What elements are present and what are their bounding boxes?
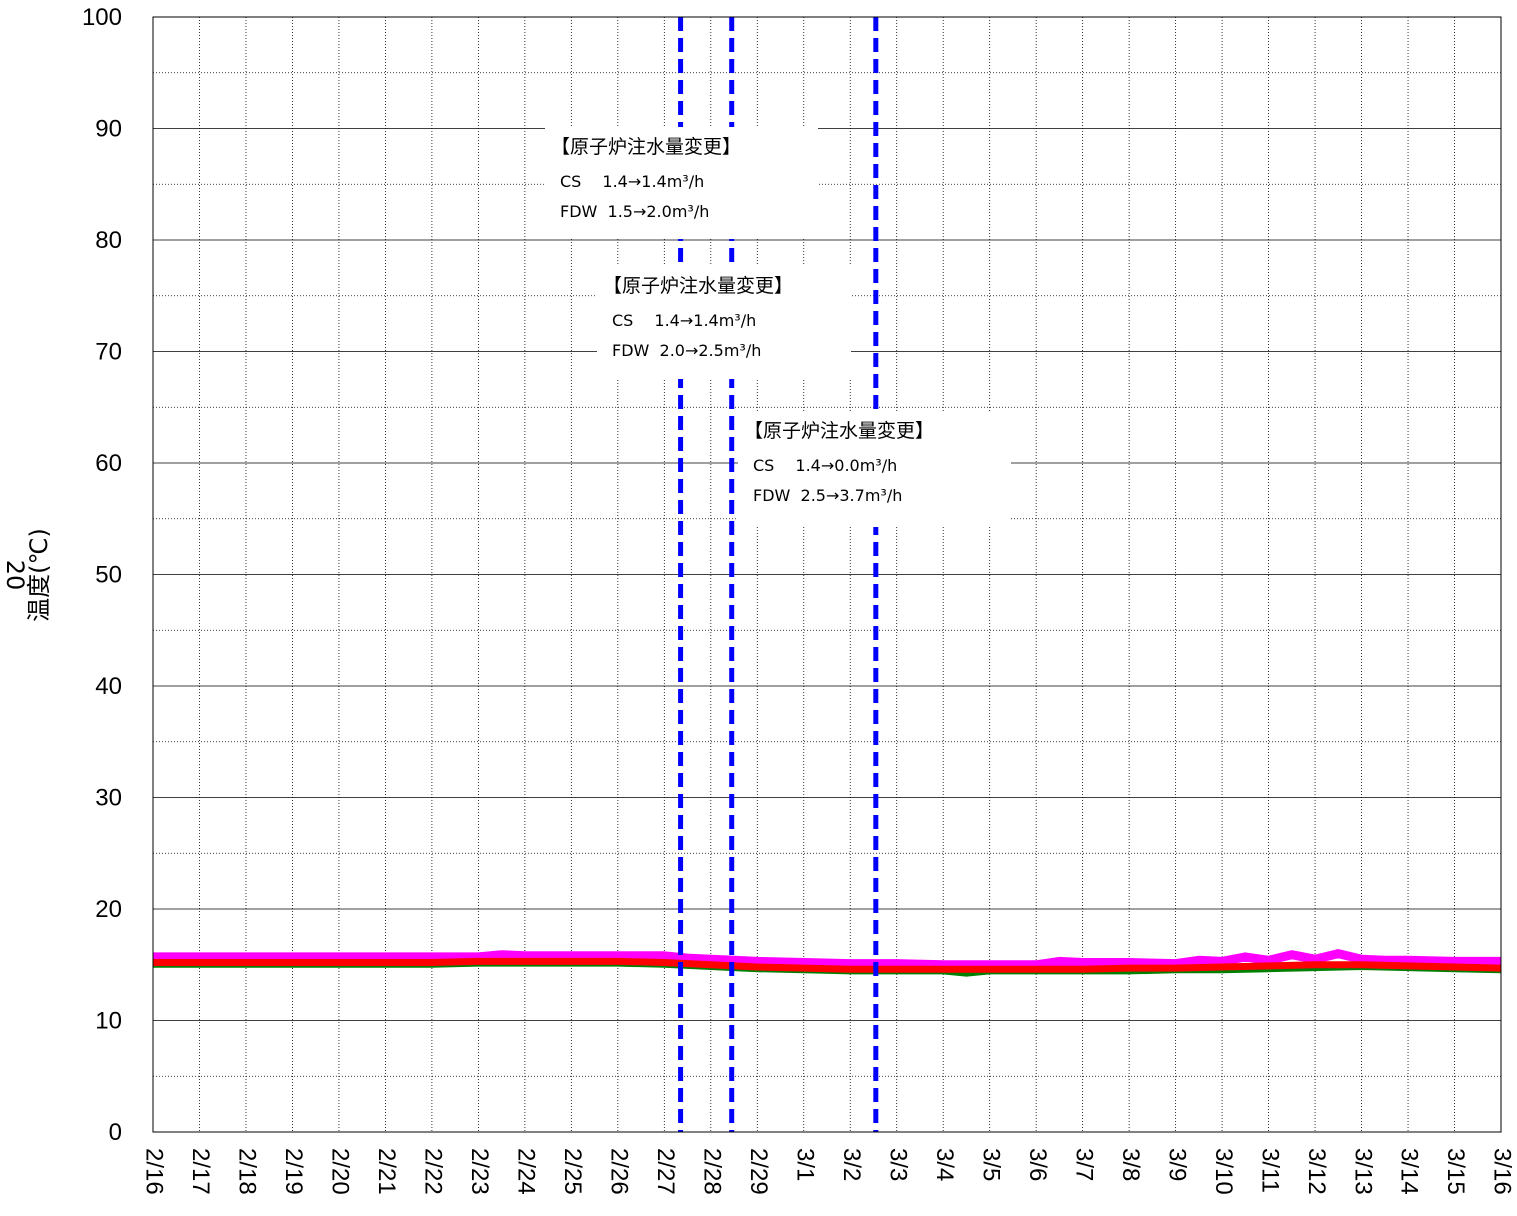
annotation-box: 【原子炉注水量変更】 CS 1.4→1.4m³/h FDW 2.0→2.5m³/h bbox=[597, 266, 851, 379]
annotation-background bbox=[597, 266, 851, 379]
x-tick-label: 3/9 bbox=[1163, 1148, 1190, 1181]
x-tick-labels: 2/16 2/17 2/18 2/19 2/20 2/21 2/22 2/23 2/24 2/25… bbox=[141, 1148, 1516, 1195]
x-tick-label: 2/25 bbox=[559, 1148, 586, 1195]
series-lines bbox=[153, 949, 1502, 977]
x-tick-label: 3/2 bbox=[838, 1148, 865, 1181]
y-tick-label: 10 bbox=[95, 1008, 122, 1035]
y-tick-label: 0 bbox=[109, 1119, 122, 1146]
x-tick-label: 3/16 bbox=[1489, 1148, 1516, 1195]
annotation-title: 【原子炉注水量変更】 bbox=[744, 420, 934, 442]
x-tick-label: 2/20 bbox=[327, 1148, 354, 1195]
annotation-line: FDW 1.5→2.0m³/h bbox=[560, 202, 709, 221]
x-tick-label: 2/24 bbox=[513, 1148, 540, 1195]
x-tick-label: 2/29 bbox=[745, 1148, 772, 1195]
x-tick-label: 2/16 bbox=[141, 1148, 168, 1195]
annotation-line: FDW 2.5→3.7m³/h bbox=[753, 486, 902, 505]
x-tick-label: 3/10 bbox=[1210, 1148, 1237, 1195]
x-tick-label: 3/8 bbox=[1117, 1148, 1144, 1181]
y-tick-labels: 0 10 20 30 40 50 60 70 80 90 100 bbox=[82, 4, 122, 1146]
y-axis-label: 温度(℃) bbox=[25, 528, 53, 622]
y-axis-label-secondary: 20 bbox=[1, 560, 29, 591]
x-tick-label: 2/26 bbox=[605, 1148, 632, 1195]
annotation-line: CS 1.4→1.4m³/h bbox=[612, 311, 756, 330]
x-tick-label: 3/12 bbox=[1303, 1148, 1330, 1195]
y-tick-label: 50 bbox=[95, 562, 122, 589]
x-tick-label: 3/14 bbox=[1396, 1148, 1423, 1195]
x-tick-label: 3/11 bbox=[1256, 1148, 1283, 1193]
plot-frame bbox=[152, 16, 1502, 1133]
y-tick-label: 100 bbox=[82, 4, 122, 31]
x-tick-label: 3/6 bbox=[1024, 1148, 1051, 1181]
annotation-title: 【原子炉注水量変更】 bbox=[551, 136, 741, 158]
y-tick-label: 80 bbox=[95, 227, 122, 254]
annotation-line: CS 1.4→0.0m³/h bbox=[753, 456, 897, 475]
x-tick-label: 3/13 bbox=[1349, 1148, 1376, 1195]
y-tick-label: 90 bbox=[95, 116, 122, 143]
annotation-title: 【原子炉注水量変更】 bbox=[603, 275, 793, 297]
y-tick-label: 20 bbox=[95, 896, 122, 923]
x-tick-label: 2/28 bbox=[698, 1148, 725, 1195]
x-tick-label: 2/22 bbox=[420, 1148, 447, 1195]
x-tick-label: 2/23 bbox=[466, 1148, 493, 1195]
y-tick-label: 70 bbox=[95, 339, 122, 366]
x-tick-label: 3/7 bbox=[1070, 1148, 1097, 1181]
annotation-line: CS 1.4→1.4m³/h bbox=[560, 172, 704, 191]
y-tick-label: 40 bbox=[95, 673, 122, 700]
annotation-line: FDW 2.0→2.5m³/h bbox=[612, 341, 761, 360]
x-tick-label: 2/18 bbox=[234, 1148, 261, 1195]
x-tick-label: 2/19 bbox=[280, 1148, 307, 1195]
event-lines bbox=[678, 17, 879, 1132]
y-tick-label: 60 bbox=[95, 450, 122, 477]
x-tick-label: 3/15 bbox=[1442, 1148, 1469, 1195]
x-tick-label: 3/4 bbox=[931, 1148, 958, 1181]
annotation-box: 【原子炉注水量変更】 CS 1.4→1.4m³/h FDW 1.5→2.0m³/h bbox=[545, 127, 818, 239]
major-gridlines bbox=[153, 128, 1501, 1021]
x-tick-label: 2/21 bbox=[373, 1148, 400, 1195]
x-tick-label: 2/17 bbox=[187, 1148, 214, 1195]
x-tick-label: 2/27 bbox=[652, 1148, 679, 1195]
annotation-background bbox=[738, 411, 1011, 527]
x-tick-label: 3/5 bbox=[977, 1148, 1004, 1181]
x-tick-label: 3/3 bbox=[884, 1148, 911, 1181]
annotation-box: 【原子炉注水量変更】 CS 1.4→0.0m³/h FDW 2.5→3.7m³/h bbox=[738, 411, 1011, 527]
series-line bbox=[153, 949, 1501, 970]
x-tick-label: 3/1 bbox=[791, 1148, 818, 1181]
y-tick-label: 30 bbox=[95, 785, 122, 812]
series-line bbox=[153, 957, 1502, 973]
y-axis-label-group: 温度(℃) 20 bbox=[1, 528, 53, 622]
annotation-background bbox=[545, 127, 818, 239]
